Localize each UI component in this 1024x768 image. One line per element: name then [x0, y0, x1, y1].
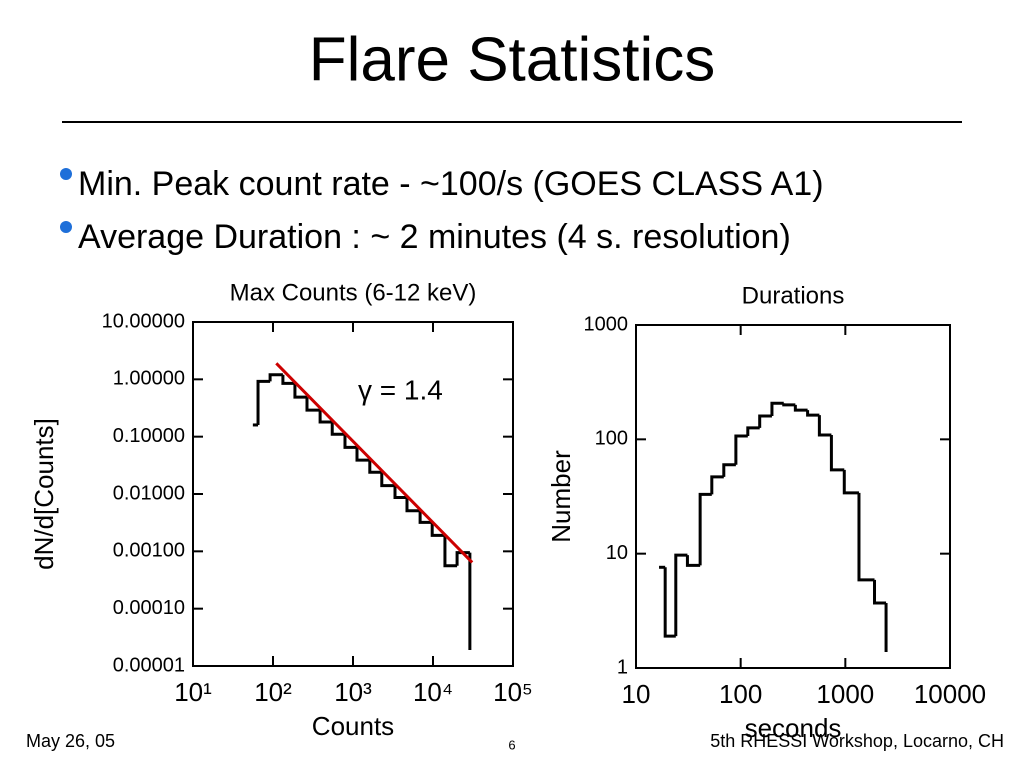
slide-title: Flare Statistics: [309, 25, 716, 94]
chart-title: Max Counts (6-12 keV): [230, 279, 477, 306]
footer-page: 6: [508, 737, 515, 752]
histogram-step: [405, 497, 421, 513]
histogram-step: [343, 434, 357, 449]
y-tick-label: 1.00000: [113, 368, 185, 390]
histogram-step: [418, 510, 433, 524]
histogram-step: [734, 434, 748, 465]
histogram-step: [698, 492, 712, 566]
bullet-dot: [60, 168, 72, 180]
histogram-step: [305, 397, 321, 412]
x-tick-label: 10²: [254, 677, 292, 707]
y-axis-label: Number: [546, 450, 576, 543]
x-axis-label: seconds: [745, 713, 842, 743]
y-tick-label: 0.10000: [113, 425, 185, 447]
plot-frame: [635, 324, 951, 669]
y-axis-label: dN/d[Counts]: [29, 418, 59, 570]
histogram-step: [685, 555, 701, 567]
y-tick-label: 1000: [584, 313, 629, 335]
histogram-step: [873, 579, 887, 605]
histogram-step: [256, 379, 271, 425]
histogram-step: [746, 426, 760, 436]
footer-date: May 26, 05: [26, 731, 115, 751]
histogram-step: [293, 383, 307, 399]
y-tick-label: 10: [606, 542, 628, 564]
x-tick-label: 10: [622, 679, 651, 709]
y-tick-label: 10.00000: [102, 310, 185, 332]
x-axis-label: Counts: [312, 711, 394, 741]
x-tick-label: 10³: [334, 677, 372, 707]
bullet-dot: [60, 221, 72, 233]
y-tick-label: 0.00001: [113, 654, 185, 676]
histogram-step: [829, 435, 845, 472]
histogram-step: [770, 401, 784, 416]
histogram-step: [722, 463, 736, 477]
x-tick-label: 100: [719, 679, 762, 709]
y-tick-label: 100: [595, 428, 628, 450]
bullet: Average Duration : ~ 2 minutes (4 s. res…: [78, 218, 791, 256]
histogram-step: [782, 403, 796, 407]
histogram-step: [368, 460, 382, 474]
histogram-step: [455, 551, 470, 566]
histogram-step: [355, 447, 370, 462]
histogram-step: [793, 404, 808, 412]
footer-event: 5th RHESSI Workshop, Locarno, CH: [710, 731, 1004, 751]
histogram-step: [663, 567, 676, 638]
x-tick-label: 10⁵: [493, 677, 533, 707]
histogram-step: [380, 472, 396, 488]
histogram-step: [318, 410, 333, 424]
histogram-step: [857, 492, 875, 582]
histogram-step: [393, 485, 407, 499]
plot-frame: [192, 321, 514, 667]
histogram-step: [443, 535, 458, 568]
histogram-step: [268, 373, 283, 382]
x-tick-label: 10⁴: [413, 677, 453, 707]
histogram-step: [842, 469, 859, 495]
histogram-step: [710, 475, 724, 495]
histogram-step: [758, 414, 772, 428]
chart-title: Durations: [742, 282, 845, 309]
fit-line: [275, 362, 474, 564]
x-tick-label: 1000: [816, 679, 874, 709]
x-tick-label: 10¹: [174, 677, 212, 707]
histogram-step: [281, 374, 295, 385]
histogram-step: [817, 415, 832, 437]
y-tick-label: 0.01000: [113, 482, 185, 504]
histogram-step: [674, 553, 688, 637]
annotation: γ = 1.4: [358, 374, 443, 405]
histogram-step: [806, 410, 820, 417]
histogram-step: [430, 522, 445, 537]
y-tick-label: 0.00010: [113, 597, 185, 619]
bullet: Min. Peak count rate - ~100/s (GOES CLAS…: [78, 165, 824, 203]
y-tick-label: 1: [617, 656, 628, 678]
y-tick-label: 0.00100: [113, 540, 185, 562]
x-tick-label: 10000: [914, 679, 986, 709]
histogram-step: [330, 422, 345, 436]
